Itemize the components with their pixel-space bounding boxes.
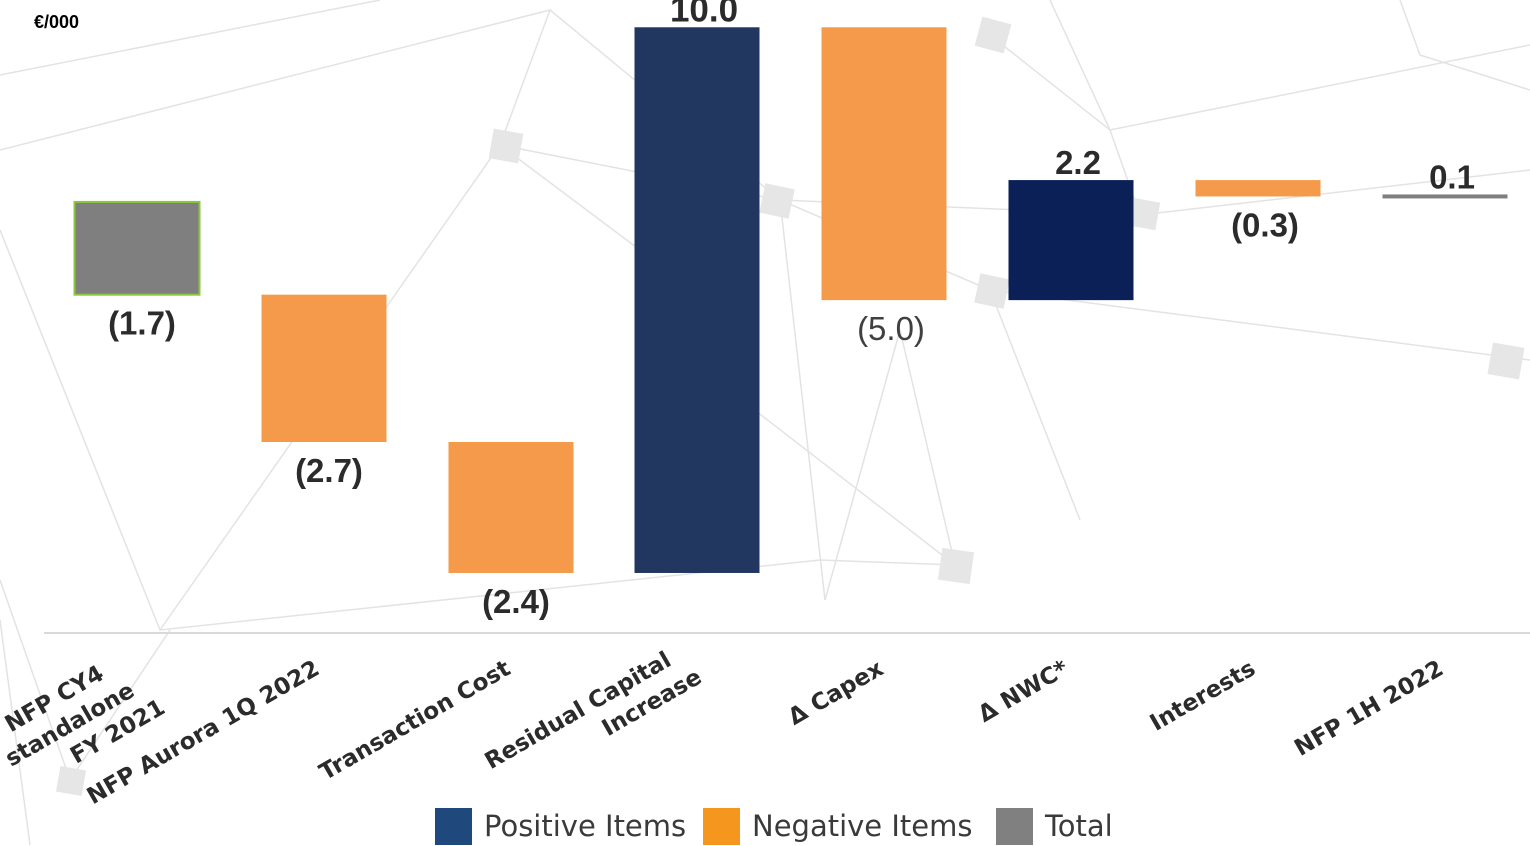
- value-label-nfp-cy4-standalone-fy-2021: (1.7): [108, 305, 176, 342]
- bar-interests: [1195, 180, 1321, 197]
- value-label-transaction-cost: (2.4): [482, 583, 550, 620]
- legend-item-total: Total: [996, 806, 1113, 846]
- bar-nfp-cy4-standalone-fy-2021: [73, 200, 201, 296]
- legend-item-positive: Positive Items: [435, 806, 686, 846]
- category-label-line: Δ Capex: [784, 656, 888, 731]
- legend-item-negative: Negative Items: [703, 806, 973, 846]
- legend-swatch-negative: [703, 807, 740, 845]
- category-label-line: Transaction Cost: [315, 656, 515, 786]
- bar-capex: [821, 27, 947, 301]
- bar-nfp-aurora-1q-2022: [261, 294, 387, 443]
- value-label-residual-capital-increase: 10.0: [670, 0, 738, 29]
- category-label-line: Interests: [1146, 656, 1260, 737]
- value-label-capex: (5.0): [857, 310, 925, 347]
- category-label-capex: Δ Capex: [784, 656, 888, 731]
- category-label-line: NFP 1H 2022: [1290, 656, 1448, 762]
- category-label-line: Δ NWC*: [974, 656, 1073, 728]
- value-label-nfp-1h-2022: 0.1: [1429, 158, 1475, 195]
- bar-residual-capital-increase: [634, 27, 760, 573]
- legend-label-positive: Positive Items: [484, 809, 687, 843]
- bar-nwc: [1008, 180, 1134, 301]
- value-label-interests: (0.3): [1231, 206, 1299, 243]
- bar-transaction-cost: [448, 442, 574, 573]
- category-label-interests: Interests: [1146, 656, 1260, 737]
- bar-nfp-1h-2022: [1382, 194, 1508, 199]
- value-label-nfp-aurora-1q-2022: (2.7): [295, 452, 363, 489]
- category-label-nfp-1h-2022: NFP 1H 2022: [1290, 656, 1448, 762]
- category-label-transaction-cost: Transaction Cost: [315, 656, 515, 786]
- legend-swatch-total: [996, 807, 1033, 845]
- legend-label-total: Total: [1045, 809, 1113, 843]
- unit-label: €/000: [34, 12, 80, 32]
- value-label-nwc: 2.2: [1055, 144, 1101, 181]
- bars-group: [73, 27, 1508, 573]
- legend: Positive Items Negative Items Total: [0, 806, 1530, 846]
- legend-swatch-positive: [435, 807, 472, 845]
- value-labels-group: (1.7) (2.7) (2.4) 10.0 (5.0) 2.2 (0.3) 0.1: [108, 0, 1475, 620]
- legend-label-negative: Negative Items: [752, 809, 973, 843]
- category-label-nwc: Δ NWC*: [974, 656, 1073, 728]
